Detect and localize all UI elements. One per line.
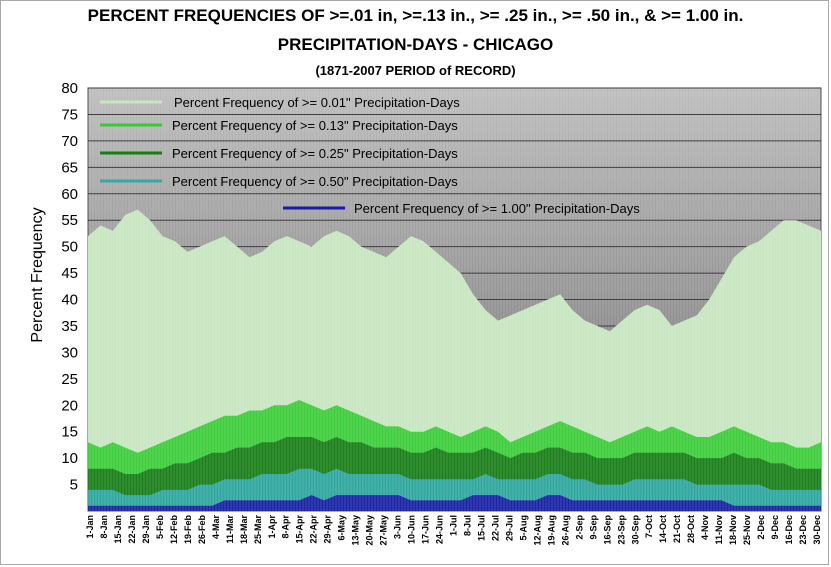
y-tick-label: 45 xyxy=(61,265,78,282)
y-tick-label: 10 xyxy=(61,450,78,467)
y-tick-label: 70 xyxy=(61,133,78,150)
x-tick-label: 22-Apr xyxy=(309,515,319,544)
x-tick-label: 1-Apr xyxy=(267,515,277,539)
y-tick-label: 15 xyxy=(61,424,78,441)
x-tick-label: 19-Feb xyxy=(183,515,193,545)
x-tick-label: 29-Apr xyxy=(323,515,333,544)
x-tick-label: 11-Mar xyxy=(225,515,235,544)
x-tick-label: 22-Jul xyxy=(490,515,500,541)
x-tick-label: 13-May xyxy=(351,515,361,546)
x-tick-label: 15-Jan xyxy=(113,515,123,544)
legend-entry-3: Percent Frequency of >= 0.25" Precipitat… xyxy=(172,146,458,161)
y-tick-label: 80 xyxy=(61,80,78,97)
x-tick-label: 7-Oct xyxy=(644,515,654,538)
x-tick-label: 9-Sep xyxy=(588,515,598,540)
y-tick-label: 60 xyxy=(61,186,78,203)
x-tick-label: 22-Jan xyxy=(127,515,137,544)
y-axis-label: Percent Frequency xyxy=(29,207,46,342)
legend-entry-5: Percent Frequency of >= 1.00" Precipitat… xyxy=(354,201,640,216)
x-tick-label: 16-Sep xyxy=(602,514,612,544)
y-tick-label: 5 xyxy=(70,477,78,494)
x-tick-label: 2-Dec xyxy=(756,515,766,540)
legend-entry-2: Percent Frequency of >= 0.13" Precipitat… xyxy=(172,118,458,133)
y-tick-label: 20 xyxy=(61,397,78,414)
chart-period: (1871-2007 PERIOD of RECORD) xyxy=(315,63,516,78)
x-tick-label: 28-Oct xyxy=(686,515,696,543)
x-tick-label: 20-May xyxy=(365,515,375,546)
chart-title: PERCENT FREQUENCIES OF >=.01 in, >=.13 i… xyxy=(87,6,744,25)
x-tick-label: 5-Aug xyxy=(518,515,528,541)
x-tick-label: 29-Jan xyxy=(141,515,151,544)
x-tick-label: 30-Dec xyxy=(812,515,822,545)
x-tick-label: 21-Oct xyxy=(672,515,682,543)
series-area-5 xyxy=(88,495,821,511)
y-tick-label: 35 xyxy=(61,318,78,335)
x-tick-label: 5-Feb xyxy=(155,515,165,540)
x-tick-label: 12-Aug xyxy=(532,515,542,546)
y-tick-label: 55 xyxy=(61,212,78,229)
x-tick-label: 25-Nov xyxy=(742,515,752,545)
legend-entry-1: Percent Frequency of >= 0.01" Precipitat… xyxy=(174,95,460,110)
x-tick-label: 16-Dec xyxy=(784,515,794,545)
x-tick-label: 29-Jul xyxy=(504,515,514,541)
x-tick-label: 10-Jun xyxy=(407,515,417,544)
x-tick-label: 2-Sep xyxy=(574,515,584,540)
y-tick-label: 75 xyxy=(61,106,78,123)
x-tick-label: 14-Oct xyxy=(658,515,668,543)
x-tick-label: 3-Jun xyxy=(393,515,403,539)
x-tick-label: 8-Jul xyxy=(462,515,472,536)
x-tick-label: 18-Mar xyxy=(239,515,249,545)
y-tick-label: 50 xyxy=(61,239,78,256)
x-tick-label: 24-Jun xyxy=(435,515,445,544)
x-tick-label: 19-Aug xyxy=(546,515,556,546)
x-tick-label: 1-Jan xyxy=(85,515,95,539)
x-tick-label: 18-Nov xyxy=(728,515,738,545)
x-tick-label: 27-May xyxy=(379,515,389,546)
x-tick-label: 8-Jan xyxy=(99,515,109,539)
x-tick-label: 9-Dec xyxy=(770,515,780,540)
x-tick-label: 15-Jul xyxy=(476,515,486,541)
legend-entry-4: Percent Frequency of >= 0.50" Precipitat… xyxy=(172,174,458,189)
y-tick-label: 25 xyxy=(61,371,78,388)
x-tick-label: 23-Dec xyxy=(798,515,808,545)
x-tick-label: 11-Nov xyxy=(714,515,724,545)
x-tick-label: 30-Sep xyxy=(630,514,640,544)
x-tick-label: 12-Feb xyxy=(169,515,179,545)
x-tick-label: 4-Mar xyxy=(211,515,221,540)
x-tick-label: 23-Sep xyxy=(616,514,626,544)
x-tick-label: 26-Feb xyxy=(197,515,207,545)
x-tick-label: 6-May xyxy=(337,515,347,541)
x-tick-label: 1-Jul xyxy=(449,515,459,536)
x-tick-label: 25-Mar xyxy=(253,515,263,545)
x-tick-label: 4-Nov xyxy=(700,515,710,540)
y-tick-label: 30 xyxy=(61,344,78,361)
y-tick-label: 65 xyxy=(61,159,78,176)
x-tick-label: 8-Apr xyxy=(281,515,291,539)
chart-subtitle: PRECIPITATION-DAYS - CHICAGO xyxy=(277,35,554,54)
x-tick-label: 26-Aug xyxy=(560,515,570,546)
y-tick-label: 40 xyxy=(61,292,78,309)
x-tick-label: 15-Apr xyxy=(295,515,305,544)
x-tick-label: 17-Jun xyxy=(421,515,431,544)
